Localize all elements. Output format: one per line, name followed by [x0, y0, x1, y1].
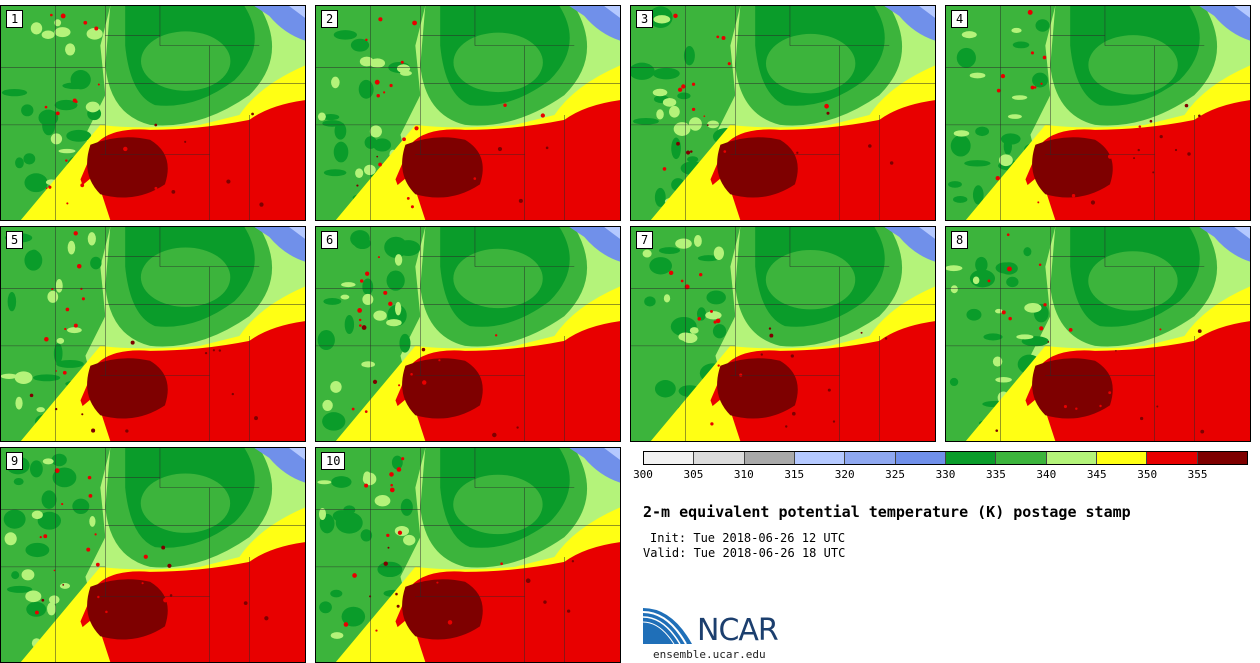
- colorbar-tick-label: 305: [683, 468, 704, 481]
- colorbar: [643, 451, 1248, 465]
- ncar-logo-icon: [642, 608, 692, 645]
- map-panel-1: 1: [0, 5, 306, 221]
- website-link[interactable]: ensemble.ucar.edu: [653, 648, 766, 661]
- panel-number-label: 5: [6, 231, 24, 249]
- colorbar-tick-label: 345: [1086, 468, 1107, 481]
- theta-e-map: [316, 227, 620, 441]
- panel-number-label: 8: [951, 231, 969, 249]
- colorbar-swatch: [1096, 452, 1148, 464]
- colorbar-swatch: [945, 452, 997, 464]
- map-panel-10: 10: [315, 447, 621, 663]
- colorbar-swatch: [1046, 452, 1097, 464]
- theta-e-map: [946, 227, 1250, 441]
- colorbar-swatch: [996, 452, 1047, 464]
- theta-e-map: [1, 6, 305, 220]
- map-panel-6: 6: [315, 226, 621, 442]
- panel-number-label: 6: [321, 231, 339, 249]
- panel-number-label: 2: [321, 10, 339, 28]
- panel-number-label: 9: [6, 452, 24, 470]
- panel-number-label: 7: [636, 231, 654, 249]
- ncar-logo-text: NCAR: [697, 613, 779, 648]
- colorbar-swatch: [644, 452, 695, 464]
- theta-e-map: [631, 227, 935, 441]
- colorbar-tick-label: 340: [1036, 468, 1057, 481]
- theta-e-map: [946, 6, 1250, 220]
- panel-number-label: 4: [951, 10, 969, 28]
- colorbar-tick-label: 320: [834, 468, 855, 481]
- colorbar-swatch: [895, 452, 946, 464]
- colorbar-swatch: [744, 452, 795, 464]
- colorbar-tick-label: 350: [1137, 468, 1158, 481]
- theta-e-map: [1, 448, 305, 662]
- map-panel-2: 2: [315, 5, 621, 221]
- colorbar-tick-label: 325: [885, 468, 906, 481]
- panel-number-label: 3: [636, 10, 654, 28]
- colorbar-swatch: [1147, 452, 1198, 464]
- theta-e-map: [316, 448, 620, 662]
- panel-number-label: 10: [321, 452, 346, 470]
- map-panel-4: 4: [945, 5, 1251, 221]
- colorbar-tick-label: 335: [985, 468, 1006, 481]
- theta-e-map: [631, 6, 935, 220]
- map-panel-5: 5: [0, 226, 306, 442]
- colorbar-tick-label: 300: [633, 468, 653, 481]
- theta-e-map: [316, 6, 620, 220]
- valid-time: Valid: Tue 2018-06-26 18 UTC: [643, 546, 846, 560]
- map-panel-3: 3: [630, 5, 936, 221]
- colorbar-tick-label: 315: [784, 468, 805, 481]
- colorbar-swatch: [694, 452, 745, 464]
- colorbar-swatch: [794, 452, 846, 464]
- panel-number-label: 1: [6, 10, 24, 28]
- map-panel-8: 8: [945, 226, 1251, 442]
- colorbar-tick-label: 330: [935, 468, 956, 481]
- init-time: Init: Tue 2018-06-26 12 UTC: [650, 531, 846, 545]
- map-panel-9: 9: [0, 447, 306, 663]
- colorbar-tick-label: 355: [1187, 468, 1208, 481]
- colorbar-ticks: 300 305 310 315 320 325 330 335 340 345 …: [633, 468, 1248, 484]
- map-panel-7: 7: [630, 226, 936, 442]
- theta-e-map: [1, 227, 305, 441]
- colorbar-tick-label: 310: [733, 468, 754, 481]
- colorbar-swatch: [845, 452, 896, 464]
- colorbar-swatch: [1197, 452, 1247, 464]
- figure-title: 2-m equivalent potential temperature (K)…: [643, 503, 1131, 521]
